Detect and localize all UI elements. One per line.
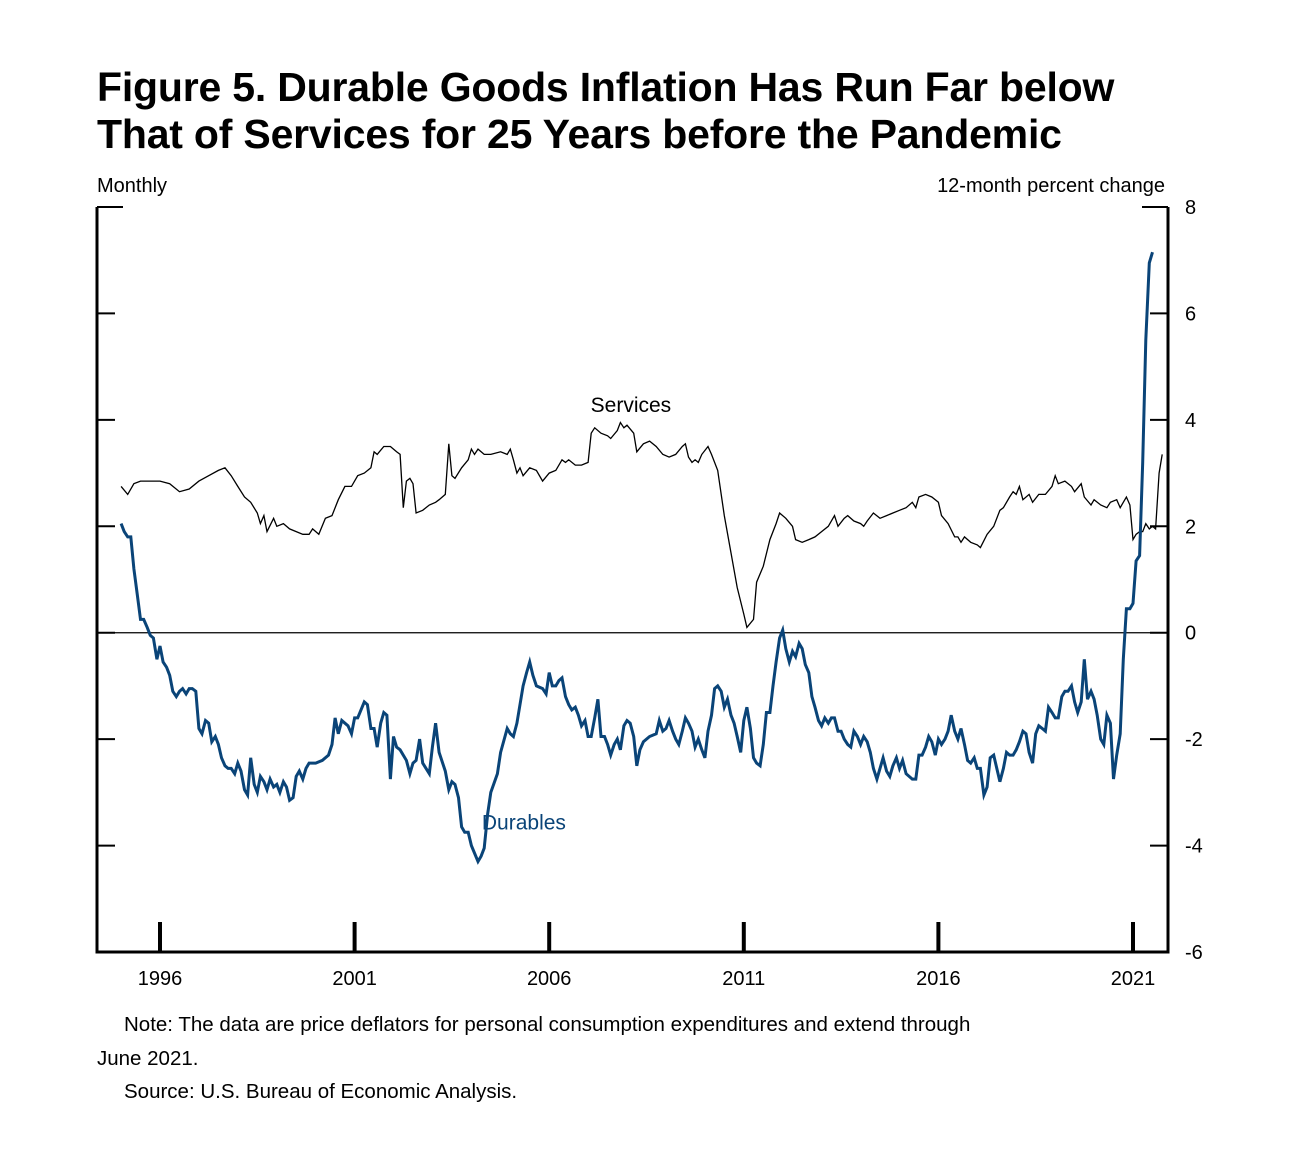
note-line-2: June 2021. (97, 1047, 199, 1070)
x-tick-label: 2001 (332, 968, 377, 990)
chart-title-line-1: Figure 5. Durable Goods Inflation Has Ru… (97, 64, 1115, 110)
x-tick-label: 2011 (722, 968, 765, 990)
y-tick-label: -2 (1185, 729, 1203, 751)
chart-source: Source: U.S. Bureau of Economic Analysis… (124, 1080, 518, 1103)
y-tick-label: 8 (1185, 197, 1196, 219)
series-lines (119, 251, 1163, 865)
series-label-durables: Durables (482, 812, 566, 835)
y-tick-label: 6 (1185, 303, 1196, 325)
y-tick-label: 0 (1185, 623, 1196, 645)
y-tick-label: 2 (1185, 516, 1196, 538)
x-tick-label: 2016 (916, 968, 961, 990)
series-line-services (120, 421, 1163, 629)
axes: 8 6 4 2 0 -2 -4 -6 1996 2001 2006 2011 2016 2021 (95, 197, 1203, 990)
series-labels: Services Durables (482, 394, 671, 835)
y-tick-label: -6 (1185, 942, 1203, 964)
frequency-label: Monthly (97, 175, 168, 197)
x-tick-label: 2021 (1111, 968, 1156, 990)
series-label-services: Services (591, 394, 672, 417)
chart-title-line-2: That of Services for 25 Years before the… (97, 111, 1062, 157)
series-line-durables (119, 251, 1154, 865)
chart-note: Note: The data are price deflators for p… (97, 1008, 1157, 1076)
chart-title: Figure 5. Durable Goods Inflation Has Ru… (97, 64, 1277, 158)
x-tick-label: 1996 (138, 968, 183, 990)
x-tick-label: 2006 (527, 968, 572, 990)
y-axis-label: 12-month percent change (937, 175, 1165, 197)
note-line-1: Note: The data are price deflators for p… (124, 1013, 971, 1036)
y-tick-label: 4 (1185, 410, 1196, 432)
y-tick-label: -4 (1185, 836, 1203, 858)
